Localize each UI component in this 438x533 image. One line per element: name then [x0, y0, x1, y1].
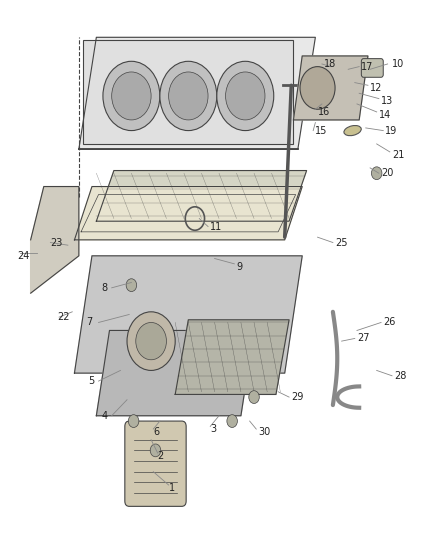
Text: 12: 12	[370, 83, 382, 93]
Text: 28: 28	[394, 371, 406, 381]
Polygon shape	[96, 171, 307, 221]
Circle shape	[371, 167, 382, 180]
Text: 14: 14	[379, 110, 391, 119]
Polygon shape	[31, 187, 79, 293]
Text: 30: 30	[258, 427, 271, 437]
Text: 15: 15	[315, 126, 328, 135]
Text: 24: 24	[18, 251, 30, 261]
Polygon shape	[175, 320, 289, 394]
FancyBboxPatch shape	[361, 59, 383, 77]
Text: 27: 27	[357, 334, 370, 343]
Circle shape	[128, 415, 139, 427]
Circle shape	[103, 61, 160, 131]
Text: 17: 17	[361, 62, 374, 71]
Text: 18: 18	[324, 59, 336, 69]
Text: 23: 23	[50, 238, 63, 247]
Text: 25: 25	[335, 238, 348, 247]
Text: 13: 13	[381, 96, 393, 106]
Text: 6: 6	[153, 427, 159, 437]
Text: 5: 5	[88, 376, 94, 386]
Text: 11: 11	[210, 222, 223, 231]
Text: 2: 2	[158, 451, 164, 461]
Polygon shape	[74, 256, 302, 373]
Circle shape	[127, 312, 175, 370]
Text: 4: 4	[101, 411, 107, 421]
Text: 21: 21	[392, 150, 404, 159]
Text: 20: 20	[381, 168, 393, 178]
Text: 29: 29	[291, 392, 304, 402]
Text: 1: 1	[169, 483, 175, 492]
Circle shape	[160, 61, 217, 131]
Polygon shape	[74, 187, 302, 240]
Polygon shape	[96, 330, 254, 416]
Ellipse shape	[344, 125, 361, 136]
Circle shape	[126, 279, 137, 292]
Text: 19: 19	[385, 126, 398, 135]
Text: 8: 8	[101, 283, 107, 293]
Circle shape	[249, 391, 259, 403]
Polygon shape	[79, 37, 315, 149]
Circle shape	[112, 72, 151, 120]
FancyBboxPatch shape	[125, 421, 186, 506]
Circle shape	[136, 322, 166, 360]
Circle shape	[217, 61, 274, 131]
Polygon shape	[293, 56, 368, 120]
Circle shape	[227, 415, 237, 427]
Text: 16: 16	[318, 107, 330, 117]
Circle shape	[226, 72, 265, 120]
Circle shape	[169, 72, 208, 120]
FancyBboxPatch shape	[83, 40, 293, 144]
Circle shape	[300, 67, 335, 109]
Text: 10: 10	[392, 59, 404, 69]
Text: 7: 7	[86, 318, 92, 327]
Text: 9: 9	[237, 262, 243, 271]
Text: 26: 26	[383, 318, 396, 327]
Text: 3: 3	[210, 424, 216, 434]
Circle shape	[150, 444, 161, 457]
Text: 22: 22	[57, 312, 70, 322]
